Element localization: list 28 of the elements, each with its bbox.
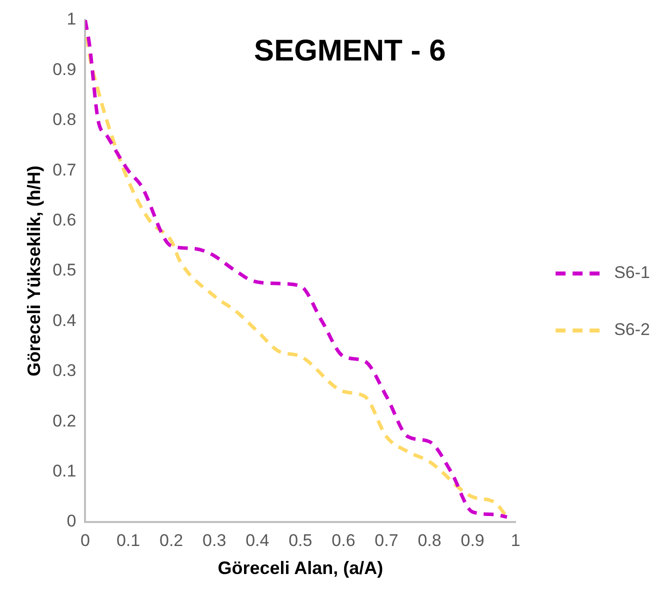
x-tick-label: 0.7	[374, 530, 398, 550]
y-tick-label: 0.7	[52, 160, 76, 180]
y-tick-label: 0.1	[52, 461, 76, 480]
y-tick-label: 0	[66, 512, 76, 531]
y-tick-label: 0.9	[52, 60, 76, 79]
x-tick-label: 0.9	[460, 530, 484, 550]
y-tick-label: 0.2	[52, 411, 76, 430]
legend-label: S6-2	[614, 320, 650, 340]
x-tick-label: 1	[510, 530, 520, 550]
x-tick-label: 0.1	[116, 530, 140, 550]
line-series	[85, 20, 509, 519]
x-tick-label: 0.3	[202, 530, 226, 550]
y-tick-label: 0.3	[52, 361, 76, 380]
x-axis-title: Göreceli Alan, (a/A)	[218, 558, 384, 578]
y-tick-label: 0.8	[52, 110, 76, 130]
y-tick-label: 1	[66, 10, 76, 29]
x-tick-label: 0.4	[246, 530, 270, 550]
y-axis-title: Göreceli Yükseklik, (h/H)	[24, 166, 44, 376]
text: SEGMENT - 6	[254, 34, 446, 68]
x-tick-label: 0.5	[288, 530, 312, 550]
y-tick-label: 0.6	[52, 210, 76, 230]
x-tick-label: 0.6	[332, 530, 356, 550]
legend-label: S6-1	[614, 263, 650, 282]
x-tick-label: 0.2	[159, 530, 184, 550]
y-tick-label: 0.5	[52, 260, 76, 280]
y-tick-label: 0.4	[52, 310, 76, 330]
x-tick-label: 0.8	[418, 530, 442, 550]
x-tick-label: 0	[80, 530, 90, 550]
